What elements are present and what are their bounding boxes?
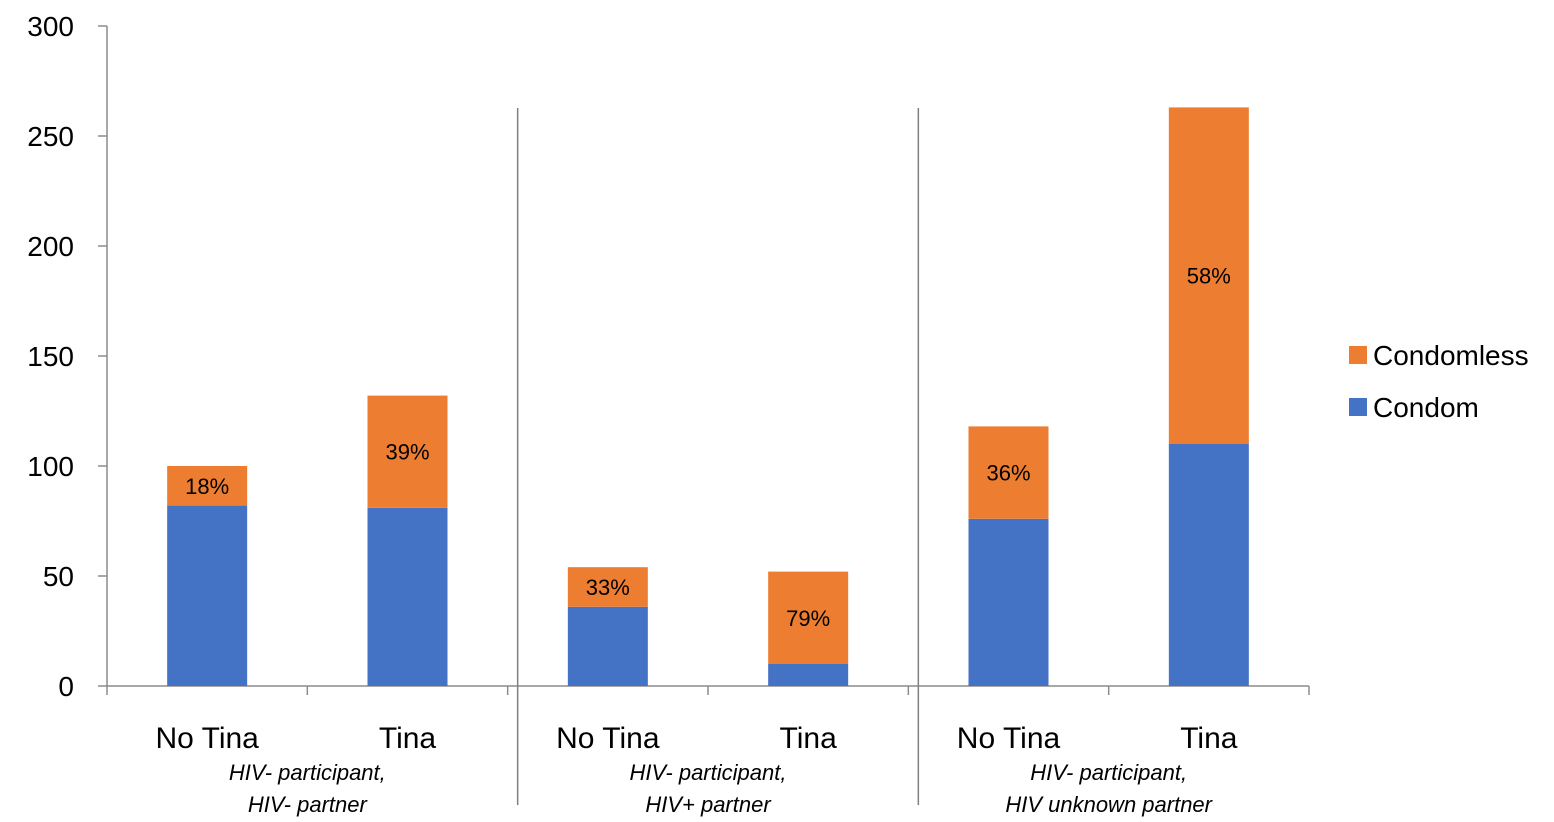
data-label: 39% (385, 440, 429, 465)
group-label: HIV- participant, (229, 760, 386, 785)
legend-label-condomless: Condomless (1373, 340, 1529, 371)
bar-condom (1168, 444, 1249, 686)
y-tick-label: 0 (58, 671, 74, 702)
y-tick-label: 250 (27, 121, 74, 152)
legend-label-condom: Condom (1373, 392, 1479, 423)
category-label: No Tina (155, 722, 259, 755)
bar-condom (167, 505, 248, 686)
group-label: HIV+ partner (645, 792, 772, 817)
group-label: HIV- partner (248, 792, 369, 817)
bar-condom (567, 606, 648, 686)
category-label: Tina (379, 722, 437, 755)
bar-condomless (367, 395, 448, 508)
data-label: 33% (586, 575, 630, 600)
y-tick-label: 150 (27, 341, 74, 372)
bar-condomless (167, 466, 248, 506)
bar-condom (367, 507, 448, 686)
category-label: No Tina (556, 722, 660, 755)
legend-swatch-condom (1349, 398, 1367, 416)
y-tick-label: 200 (27, 231, 74, 262)
category-label: Tina (1180, 722, 1238, 755)
bar-condom (768, 664, 849, 686)
data-label: 79% (786, 606, 830, 631)
group-label: HIV- participant, (630, 760, 787, 785)
legend-swatch-condomless (1349, 346, 1367, 364)
group-label: HIV- participant, (1030, 760, 1187, 785)
bar-condomless (1168, 107, 1249, 445)
y-tick-label: 50 (43, 561, 74, 592)
bar-condomless (968, 426, 1049, 519)
data-label: 58% (1187, 264, 1231, 289)
data-label: 36% (986, 461, 1030, 486)
y-tick-label: 300 (27, 11, 74, 42)
category-label: Tina (780, 722, 838, 755)
category-label: No Tina (957, 722, 1061, 755)
data-label: 18% (185, 474, 229, 499)
bar-condom (968, 518, 1049, 686)
group-label: HIV unknown partner (1005, 792, 1213, 817)
bar-condomless (768, 571, 849, 664)
y-tick-label: 100 (27, 451, 74, 482)
bar-condomless (567, 567, 648, 607)
